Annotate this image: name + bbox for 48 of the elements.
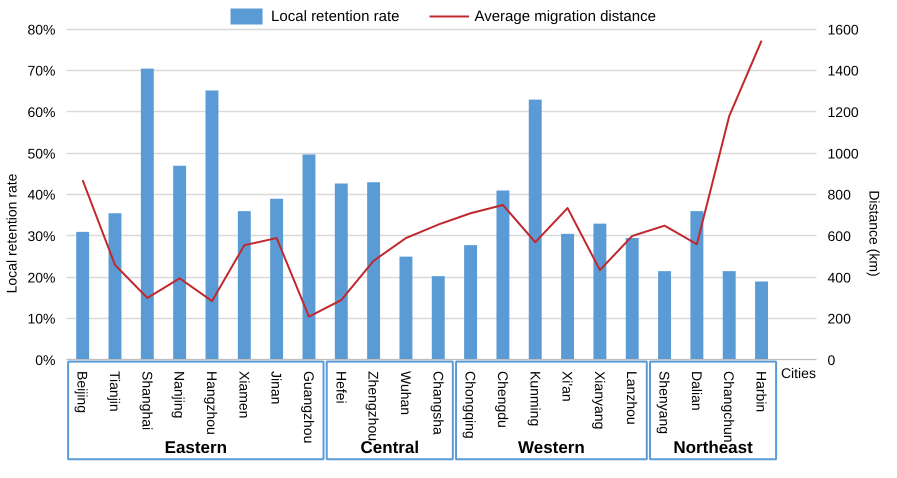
y-tick-label: 40% — [27, 186, 56, 203]
x-tick-label: Zhengzhou — [366, 370, 382, 442]
y2-axis-title: Distance (km) — [866, 190, 883, 277]
y-tick-label: 0% — [35, 352, 56, 368]
x-tick-label: Changchun — [721, 370, 738, 443]
x-tick-label: Shenyang — [656, 370, 673, 434]
legend-label: Average migration distance — [474, 8, 656, 24]
y-tick-label: 70% — [27, 62, 56, 79]
x-tick-label: Xi'an — [560, 370, 576, 402]
x-tick-label: Nanjing — [172, 370, 188, 418]
x-tick-label: Jinan — [268, 370, 285, 404]
x-tick-label: Hangzhou — [204, 370, 220, 435]
y-tick-label: 10% — [27, 310, 56, 327]
x-tick-label: Kunming — [527, 370, 544, 426]
x-tick-label: Chengdu — [494, 370, 511, 428]
x-axis-title: Cities — [780, 365, 816, 382]
y2-tick-label: 200 — [828, 310, 852, 327]
y2-tick-label: 400 — [828, 269, 852, 286]
text: Eastern — [164, 438, 228, 458]
x-tick-label: Beijing — [74, 370, 91, 414]
y2-tick-label: 1200 — [828, 104, 859, 120]
x-tick-label: Xiamen — [236, 370, 252, 418]
y2-tick-label: 1000 — [828, 145, 859, 162]
y2-tick-label: 1600 — [828, 21, 859, 38]
x-tick-label: Xianyang — [592, 370, 608, 430]
y-tick-label: 80% — [27, 21, 56, 38]
y-tick-label: 30% — [27, 228, 56, 244]
x-tick-label: Hefei — [333, 370, 350, 404]
y-tick-label: 60% — [27, 104, 56, 120]
x-tick-label: Tianjin — [106, 370, 123, 412]
y2-tick-label: 600 — [828, 228, 852, 244]
text: Western — [518, 438, 585, 458]
y2-tick-label: 0 — [828, 352, 836, 368]
x-tick-label: Chongqing — [462, 370, 479, 439]
x-tick-label: Lanzhou — [624, 370, 640, 425]
y-tick-label: 20% — [27, 269, 56, 286]
x-tick-label: Wuhan — [398, 370, 414, 416]
x-tick-label: Guangzhou — [300, 370, 317, 444]
y-tick-label: 50% — [27, 145, 56, 162]
y2-tick-label: 800 — [828, 186, 852, 203]
x-tick-label: Changsha — [430, 370, 446, 436]
x-tick-label: Dalian — [688, 370, 705, 411]
legend-label: Local retention rate — [271, 8, 400, 24]
x-tick-label: Shanghai — [139, 370, 156, 430]
y2-tick-label: 1400 — [828, 62, 859, 79]
y-axis-title: Local retention rate — [3, 173, 20, 294]
line-series — [82, 40, 763, 318]
x-tick-label: Harbin — [754, 370, 770, 412]
